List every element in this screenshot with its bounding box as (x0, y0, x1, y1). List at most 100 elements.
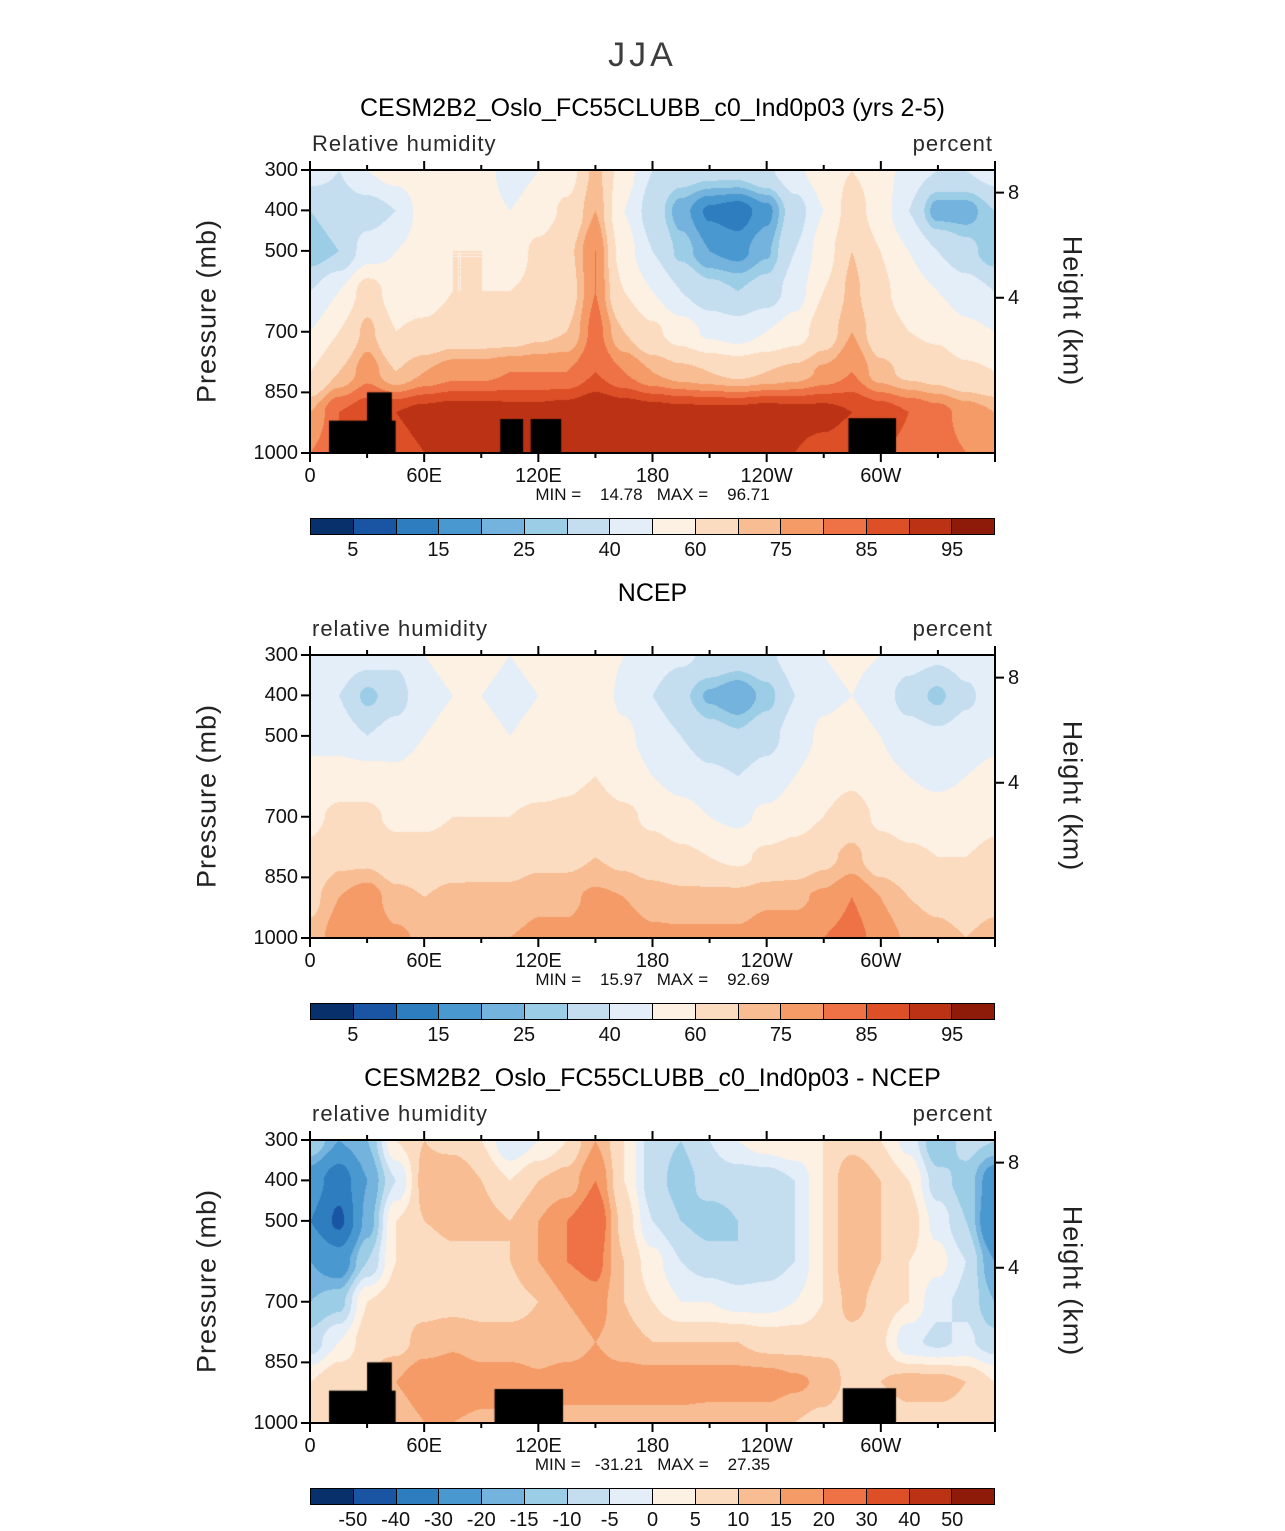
x-tick-label: 180 (635, 950, 670, 972)
y-axis-title: Pressure (mb) (191, 1188, 222, 1374)
contour-plot-canvas (310, 170, 995, 453)
colorbar-cell (352, 1004, 396, 1019)
colorbar-labels: -50 -40 -30 -20 -15 -10 -5 0 5 10 15 20 30 40 50 (310, 1509, 995, 1531)
x-tick-label: 120W (740, 1435, 793, 1457)
colorbar-cell (865, 519, 909, 534)
units-label: percent (912, 616, 993, 641)
colorbar-tick-label: 75 (769, 539, 793, 561)
colorbar-cell (823, 1004, 866, 1019)
x-tick-label: 120W (740, 950, 793, 972)
x-tick-label: 180 (635, 1435, 670, 1457)
colorbar-cell (951, 519, 994, 534)
pressure-tick-label: 500 (264, 1209, 298, 1232)
x-tick-label: 60W (860, 950, 902, 972)
y2-axis-title: Height (km) (1057, 235, 1088, 387)
x-tick-label: 120W (740, 465, 793, 487)
colorbar-tick-label: 5 (347, 539, 359, 561)
season-title: JJA (608, 36, 677, 74)
panel-title: CESM2B2_Oslo_FC55CLUBB_c0_Ind0p03 - NCEP (364, 1064, 941, 1092)
colorbar-cell (481, 519, 524, 534)
colorbar-cell (523, 519, 567, 534)
colorbar-labels: 5 15 25 40 60 75 85 95 (310, 539, 995, 563)
colorbar-tick-label: -40 (381, 1509, 411, 1531)
x-axis-tick-labels: 0 60E 120E 180 120W 60W (304, 465, 995, 487)
pressure-tick-label: 500 (264, 724, 298, 747)
colorbar-cell (908, 1004, 952, 1019)
colorbar-tick-label: 60 (684, 539, 707, 561)
minmax-text: MIN = -31.21 MAX = 27.35 (534, 1455, 771, 1474)
colorbar-tick-label: 40 (598, 1024, 621, 1046)
x-tick-label: 0 (304, 465, 316, 487)
colorbar-cell (908, 1489, 952, 1504)
panel-title: NCEP (617, 579, 688, 607)
units-label: percent (912, 1101, 993, 1126)
x-tick-label: 120E (514, 950, 562, 972)
colorbar-tick-label: 95 (941, 539, 964, 561)
colorbar (310, 518, 995, 535)
x-tick-label: 60W (860, 465, 902, 487)
variable-label: relative humidity (312, 1101, 488, 1126)
colorbar-cell (352, 1489, 396, 1504)
colorbar-cell (311, 1489, 353, 1504)
colorbar-cell (951, 1004, 994, 1019)
colorbar-cell (780, 1489, 823, 1504)
colorbar-tick-label: 15 (427, 1024, 450, 1046)
x-tick-label: 120E (514, 1435, 562, 1457)
x-tick-label: 0 (304, 1435, 316, 1457)
pressure-tick-label: 850 (264, 866, 298, 889)
variable-label: Relative humidity (312, 131, 497, 156)
variable-label: relative humidity (312, 616, 488, 641)
colorbar-cell (352, 519, 396, 534)
colorbar-cell (481, 1489, 524, 1504)
colorbar-tick-label: -15 (509, 1509, 539, 1531)
y2-axis-title: Height (km) (1057, 1205, 1088, 1357)
height-tick-label: 8 (1008, 666, 1020, 689)
colorbar-tick-label: 15 (427, 539, 450, 561)
colorbar-cell (865, 1489, 909, 1504)
x-tick-label: 0 (304, 950, 316, 972)
panel-difference: CESM2B2_Oslo_FC55CLUBB_c0_Ind0p03 - NCEP… (0, 1064, 1285, 1531)
y2-axis-title: Height (km) (1057, 720, 1088, 872)
colorbar-cell (566, 1489, 610, 1504)
height-tick-label: 8 (1008, 181, 1020, 204)
colorbar-tick-label: 30 (855, 1509, 878, 1531)
colorbar-tick-label: 60 (684, 1024, 707, 1046)
colorbar-cell (951, 1489, 994, 1504)
colorbar-cell (566, 519, 610, 534)
colorbar-cell (438, 519, 481, 534)
colorbar-tick-label: 50 (941, 1509, 964, 1531)
colorbar-cell (523, 1489, 567, 1504)
colorbar-cell (609, 519, 652, 534)
pressure-tick-label: 300 (264, 1129, 298, 1151)
units-label: percent (912, 131, 993, 156)
x-tick-label: 60W (860, 1435, 902, 1457)
height-tick-label: 4 (1008, 771, 1020, 794)
colorbar-tick-label: -50 (338, 1509, 368, 1531)
colorbar-cell (780, 1004, 823, 1019)
colorbar-tick-label: 10 (727, 1509, 750, 1531)
colorbar-tick-label: 95 (941, 1024, 964, 1046)
pressure-tick-label: 850 (264, 1351, 298, 1374)
pressure-tick-label: 1000 (253, 1412, 299, 1434)
colorbar-tick-label: 20 (812, 1509, 835, 1531)
colorbar (310, 1003, 995, 1020)
colorbar-cell (823, 1489, 866, 1504)
pressure-tick-label: 700 (264, 1290, 298, 1313)
x-tick-label: 60E (406, 950, 442, 972)
height-tick-label: 4 (1008, 286, 1020, 309)
colorbar-tick-label: 40 (898, 1509, 921, 1531)
contour-plot-canvas (310, 1140, 995, 1423)
colorbar-tick-label: 75 (769, 1024, 793, 1046)
x-tick-label: 120E (514, 465, 562, 487)
colorbar-cell (311, 1004, 353, 1019)
colorbar-cell (566, 1004, 610, 1019)
height-tick-label: 8 (1008, 1151, 1020, 1174)
colorbar-cell (652, 519, 695, 534)
panel-ncep: NCEP relative humidity percent Pressure … (0, 579, 1285, 1049)
colorbar-cell (823, 519, 866, 534)
colorbar-cell (311, 519, 353, 534)
colorbar-tick-label: -20 (466, 1509, 496, 1531)
colorbar-tick-label: 85 (855, 1024, 878, 1046)
colorbar-tick-label: 25 (512, 1024, 536, 1046)
